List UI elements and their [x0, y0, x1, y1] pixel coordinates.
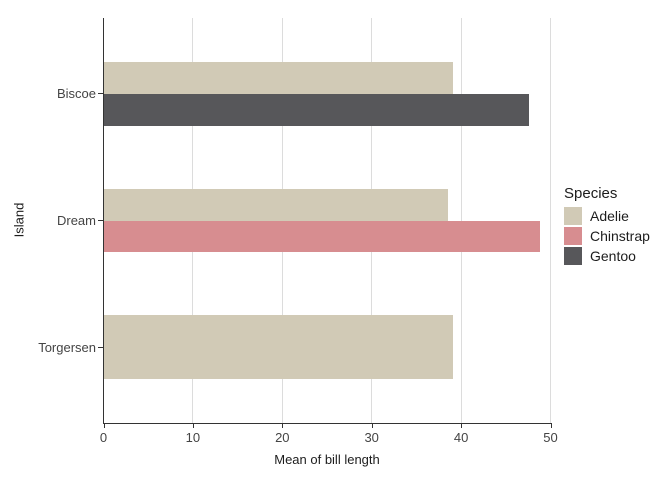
x-tick-mark-50	[550, 423, 552, 428]
x-tick-mark-10	[192, 423, 194, 428]
legend-item-gentoo: Gentoo	[564, 246, 650, 266]
y-tick-label-torgersen: Torgersen	[38, 339, 96, 355]
y-tick-mark-torgersen	[98, 346, 103, 348]
x-tick-mark-20	[282, 423, 284, 428]
legend-item-adelie: Adelie	[564, 206, 650, 226]
legend-swatch-gentoo	[564, 247, 582, 265]
bar-gentoo-biscoe	[104, 93, 529, 126]
bar-adelie-dream	[104, 188, 449, 221]
y-tick-mark-biscoe	[98, 93, 103, 95]
bar-adelie-torgersen	[104, 315, 453, 379]
bar-chinstrap-dream	[104, 220, 541, 253]
legend-item-chinstrap: Chinstrap	[564, 226, 650, 246]
y-tick-label-dream: Dream	[56, 213, 96, 228]
plot-panel	[103, 18, 551, 424]
x-tick-label-40: 40	[453, 430, 469, 445]
legend-title: Species	[564, 185, 618, 202]
x-axis-title: Mean of bill length	[274, 452, 380, 467]
y-tick-label-biscoe: Biscoe	[56, 86, 96, 102]
legend-label-chinstrap: Chinstrap	[590, 228, 650, 244]
x-tick-mark-0	[103, 423, 105, 428]
x-tick-mark-30	[371, 423, 373, 428]
legend-items: Adelie Chinstrap Gentoo	[564, 206, 650, 266]
legend: Species Adelie Chinstrap Gentoo	[564, 185, 650, 266]
legend-label-adelie: Adelie	[590, 208, 629, 224]
x-tick-label-10: 10	[185, 430, 201, 445]
x-tick-label-50: 50	[543, 430, 558, 445]
bar-adelie-biscoe	[104, 62, 453, 94]
legend-swatch-chinstrap	[564, 227, 582, 245]
x-tick-label-20: 20	[275, 430, 290, 445]
x-tick-mark-40	[461, 423, 463, 428]
legend-swatch-adelie	[564, 207, 582, 225]
legend-label-gentoo: Gentoo	[590, 248, 636, 264]
gridline-x-50	[550, 18, 551, 423]
x-tick-label-30: 30	[364, 430, 379, 445]
y-tick-mark-dream	[98, 220, 103, 221]
x-tick-label-0: 0	[99, 430, 108, 445]
